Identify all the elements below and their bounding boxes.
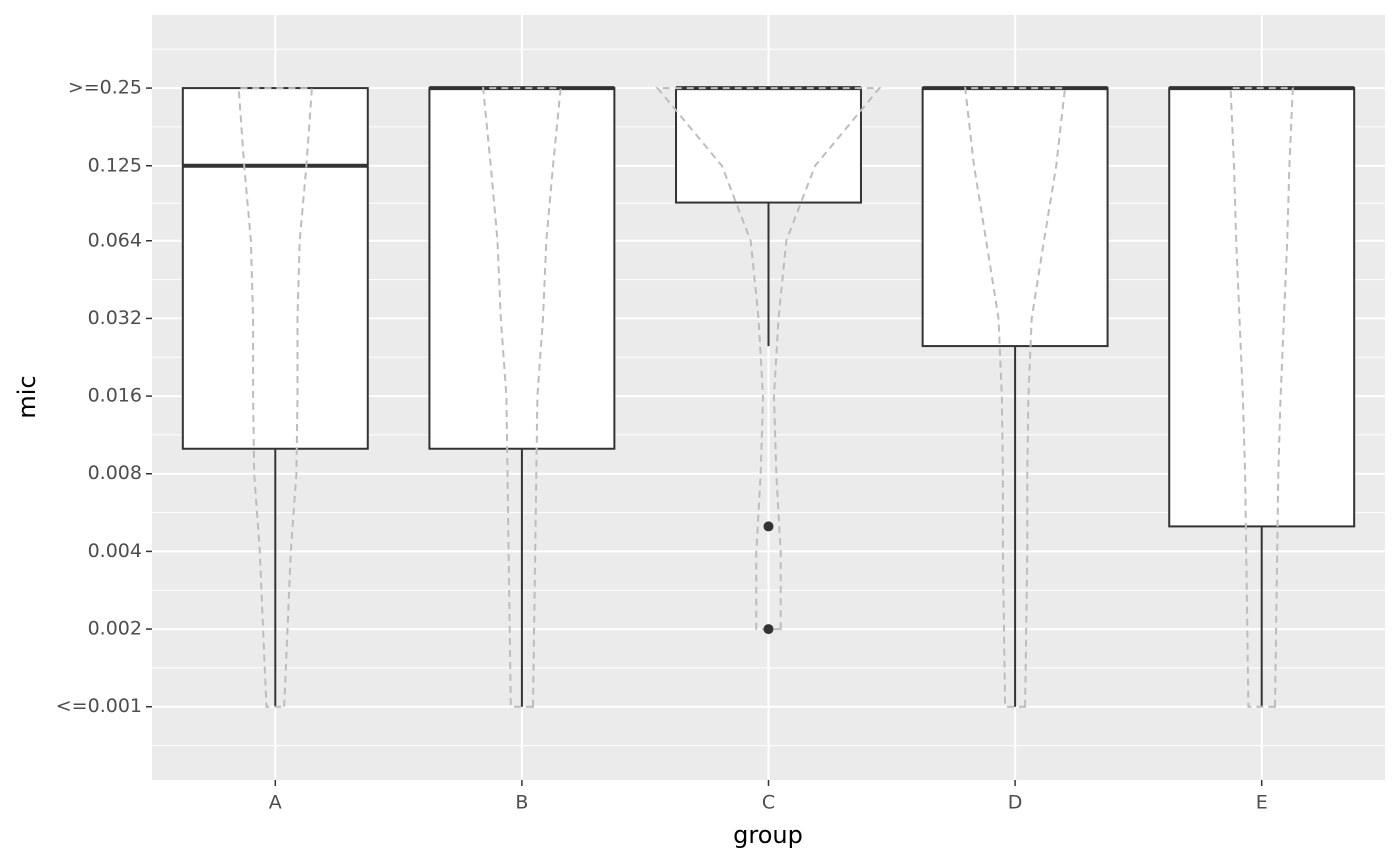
y-tick-label: >=0.25 [68,77,142,99]
y-tick-label: 0.008 [88,462,142,484]
y-tick-label: <=0.001 [56,695,142,717]
violin [1229,87,1294,708]
violin [481,87,562,708]
x-tick-label: E [1256,792,1268,814]
y-tick-label: 0.004 [88,540,142,562]
box [181,87,369,450]
box [428,87,616,450]
y-tick-label: 0.125 [88,154,142,176]
violin [237,87,313,708]
x-tick-label: D [1008,792,1023,814]
y-tick-label: 0.064 [88,229,142,251]
y-tick-label: 0.032 [88,307,142,329]
y-tick-label: 0.016 [88,385,142,407]
y-axis-title: mic [13,375,41,418]
outlier [763,624,774,635]
x-tick-label: A [269,792,282,814]
y-tick-label: 0.002 [88,618,142,640]
violin [964,87,1067,708]
box [1168,87,1356,528]
outlier [763,521,774,532]
box [921,87,1109,348]
x-tick-label: B [515,792,528,814]
x-axis-title: group [733,821,803,849]
box [675,87,862,204]
x-tick-label: C [762,792,775,814]
violin [655,87,882,631]
